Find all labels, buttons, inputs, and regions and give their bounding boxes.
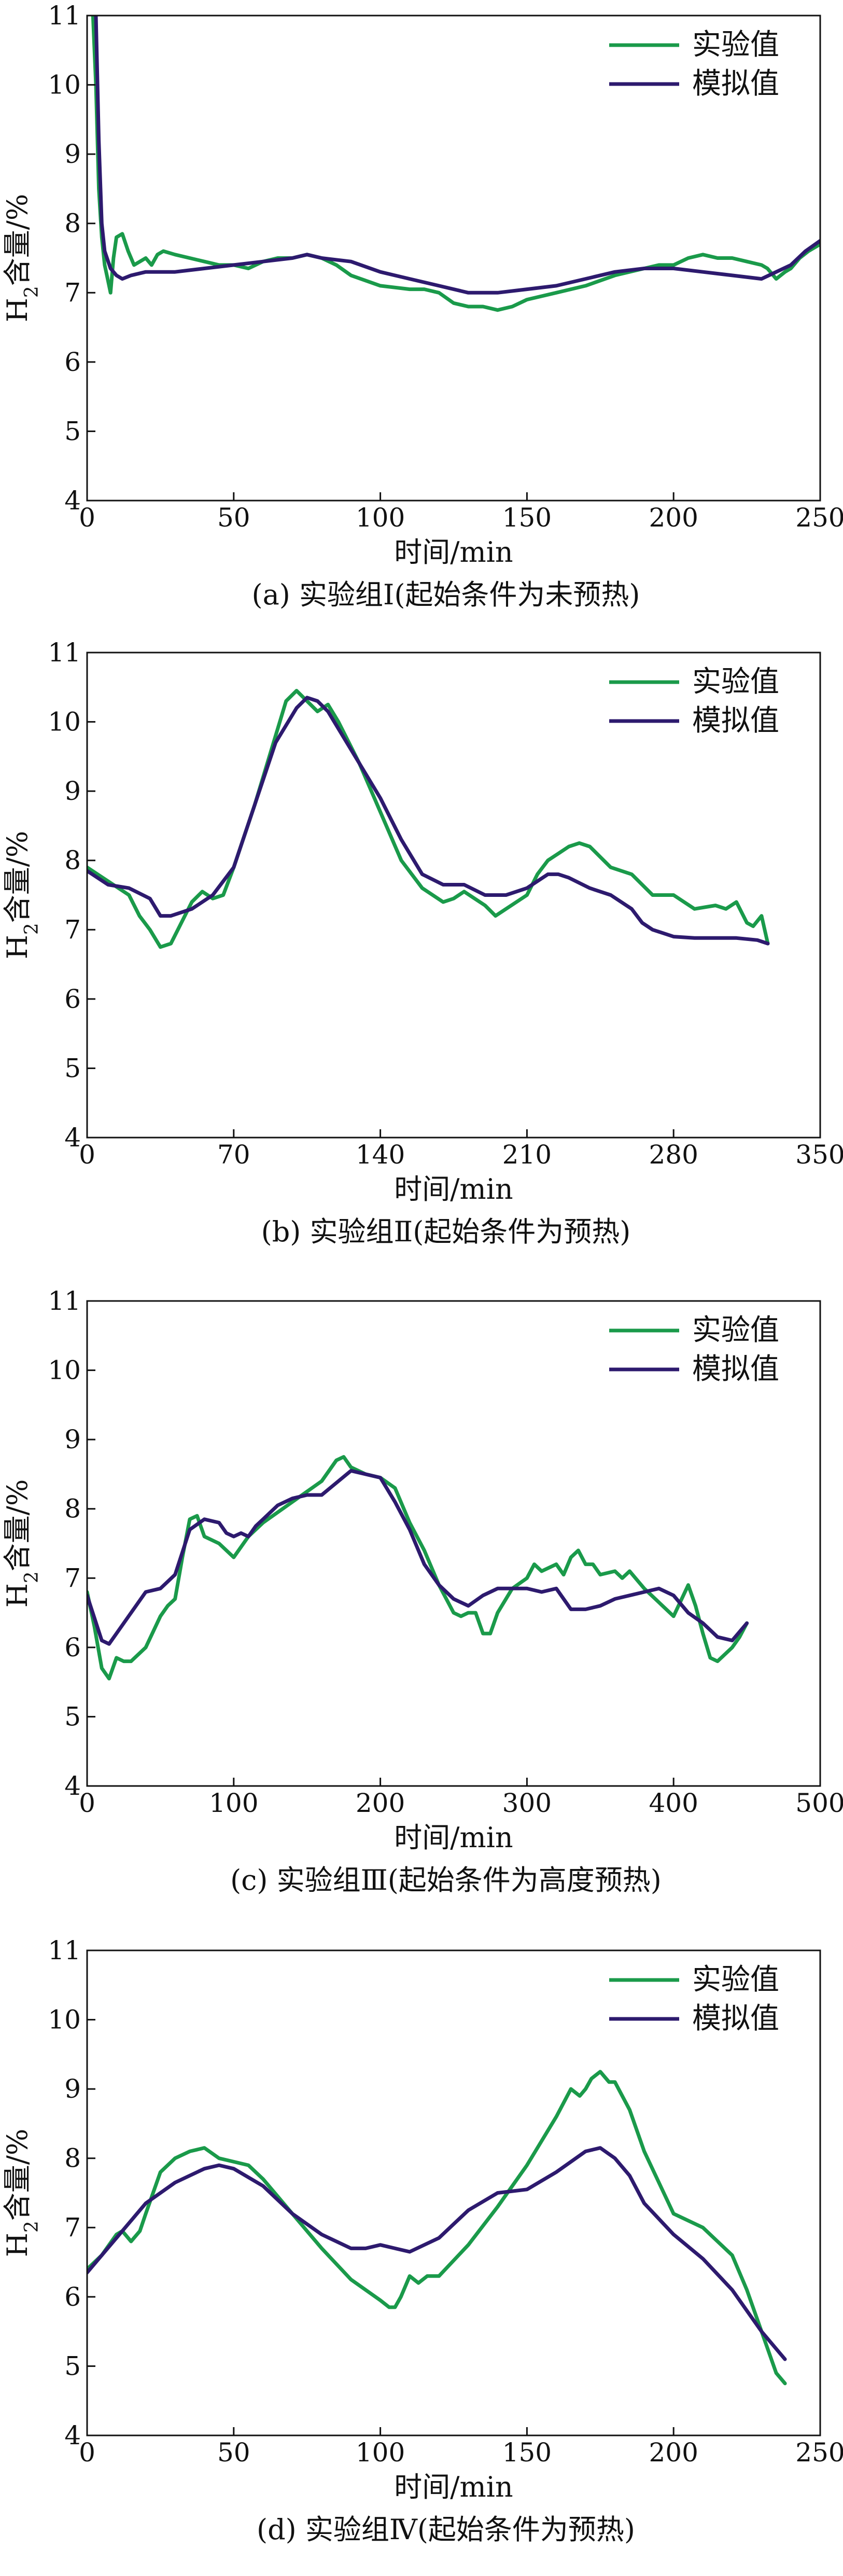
x-tick-label: 140 [356, 1140, 405, 1170]
y-tick-label: 6 [64, 2282, 81, 2312]
chart-caption: (b) 实验组Ⅱ(起始条件为预热) [261, 1215, 631, 1248]
x-axis-label: 时间/min [394, 1821, 513, 1854]
y-tick-label: 9 [64, 1424, 81, 1455]
legend-label: 实验值 [692, 1963, 779, 1997]
x-tick-label: 350 [795, 1140, 843, 1170]
y-tick-label: 5 [64, 1701, 81, 1732]
y-tick-label: 4 [64, 1123, 81, 1153]
y-axis-label: H2含量/% [1, 1479, 43, 1608]
x-tick-label: 280 [649, 1140, 698, 1170]
x-tick-label: 200 [356, 1788, 405, 1818]
y-tick-label: 7 [64, 915, 81, 945]
y-tick-label: 10 [48, 70, 81, 100]
plot-frame [86, 652, 821, 1139]
y-tick-label: 4 [64, 2420, 81, 2450]
plot-frame [86, 1949, 821, 2436]
y-tick-label: 6 [64, 1632, 81, 1663]
y-axis-label: H2含量/% [1, 194, 43, 323]
x-tick-label: 100 [209, 1788, 258, 1818]
legend-label: 模拟值 [692, 704, 779, 738]
series-line-experimental [87, 1455, 749, 1681]
y-tick-label: 5 [64, 2351, 81, 2381]
x-tick-label: 300 [502, 1788, 552, 1818]
y-tick-label: 10 [48, 1355, 81, 1386]
x-tick-label: 200 [649, 2437, 698, 2468]
x-axis-label: 时间/min [394, 2471, 513, 2503]
x-axis-label: 时间/min [394, 1173, 513, 1206]
chart-panel-1: 0 50 100 150 200 250 4 5 6 7 8 9 10 11 时间/min H2含量/% 实验值… [1, 1, 843, 611]
legend-label: 模拟值 [692, 1352, 779, 1386]
x-tick-label: 0 [79, 503, 95, 533]
x-tick-label: 250 [795, 2437, 843, 2468]
x-tick-label: 0 [79, 1788, 95, 1818]
x-tick-label: 250 [795, 503, 843, 533]
x-tick-label: 100 [356, 2437, 405, 2468]
y-tick-label: 5 [64, 416, 81, 446]
x-tick-label: 0 [79, 1140, 95, 1170]
x-tick-label: 500 [795, 1788, 843, 1818]
x-tick-label: 400 [649, 1788, 698, 1818]
y-tick-label: 8 [64, 1494, 81, 1524]
chart-caption: (d) 实验组Ⅳ(起始条件为预热) [257, 2513, 635, 2546]
x-tick-label: 100 [356, 503, 405, 533]
legend-label: 实验值 [692, 665, 779, 699]
y-tick-label: 9 [64, 2074, 81, 2104]
x-tick-label: 50 [217, 503, 250, 533]
x-axis-label: 时间/min [394, 536, 513, 569]
x-tick-label: 210 [502, 1140, 552, 1170]
y-tick-label: 7 [64, 1563, 81, 1593]
y-axis-label: H2含量/% [1, 2129, 43, 2258]
x-tick-label: 150 [502, 2437, 552, 2468]
chart-panel-2: 0 70 140 210 280 350 4 5 6 7 8 9 10 11 时间/min H2含量/% 实验值… [1, 638, 843, 1248]
legend-label: 模拟值 [692, 67, 779, 101]
series-line-experimental [87, 2070, 787, 2386]
y-tick-label: 8 [64, 2143, 81, 2173]
y-tick-label: 9 [64, 139, 81, 169]
chart-caption: (c) 实验组Ⅲ(起始条件为高度预热) [230, 1864, 662, 1896]
y-tick-label: 7 [64, 2212, 81, 2242]
y-tick-label: 11 [48, 1, 81, 31]
x-tick-label: 0 [79, 2437, 95, 2468]
y-axis-label: H2含量/% [1, 831, 43, 960]
series-line-simulated [87, 2146, 787, 2361]
x-tick-label: 200 [649, 503, 698, 533]
chart-panel-4: 0 50 100 150 200 250 4 5 6 7 8 9 10 11 时间/min H2含量/% 实验值… [1, 1935, 843, 2546]
chart-panel-3: 0 100 200 300 400 500 4 5 6 7 8 9 10 11 时间/min H2含量/% 实验… [1, 1286, 843, 1896]
series-line-experimental [91, 16, 820, 312]
y-tick-label: 9 [64, 776, 81, 806]
legend-label: 实验值 [692, 1313, 779, 1347]
y-tick-label: 6 [64, 347, 81, 377]
series-line-experimental [87, 689, 770, 949]
y-tick-label: 11 [48, 1286, 81, 1316]
y-tick-label: 10 [48, 707, 81, 737]
legend-label: 实验值 [692, 28, 779, 62]
y-tick-label: 10 [48, 2005, 81, 2035]
legend-label: 模拟值 [692, 2002, 779, 2035]
y-tick-label: 8 [64, 209, 81, 239]
plot-frame [86, 15, 821, 502]
y-tick-label: 6 [64, 984, 81, 1014]
y-tick-label: 5 [64, 1053, 81, 1083]
x-tick-label: 150 [502, 503, 552, 533]
plot-frame [86, 1300, 821, 1787]
y-tick-label: 11 [48, 1935, 81, 1965]
y-tick-label: 4 [64, 1771, 81, 1801]
series-line-simulated [94, 16, 820, 295]
x-tick-label: 50 [217, 2437, 250, 2468]
y-tick-label: 11 [48, 638, 81, 668]
y-tick-label: 7 [64, 278, 81, 308]
chart-caption: (a) 实验组Ⅰ(起始条件为未预热) [252, 578, 640, 611]
series-line-simulated [87, 1469, 749, 1646]
y-tick-label: 8 [64, 846, 81, 876]
x-tick-label: 70 [217, 1140, 250, 1170]
y-tick-label: 4 [64, 486, 81, 516]
series-line-simulated [87, 696, 770, 946]
